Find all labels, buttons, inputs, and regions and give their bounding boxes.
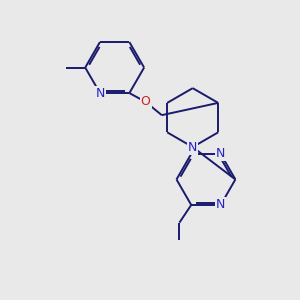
Text: N: N [216, 198, 225, 212]
Text: N: N [95, 87, 105, 100]
Text: N: N [216, 147, 225, 161]
Text: N: N [188, 141, 197, 154]
Text: O: O [141, 95, 151, 108]
